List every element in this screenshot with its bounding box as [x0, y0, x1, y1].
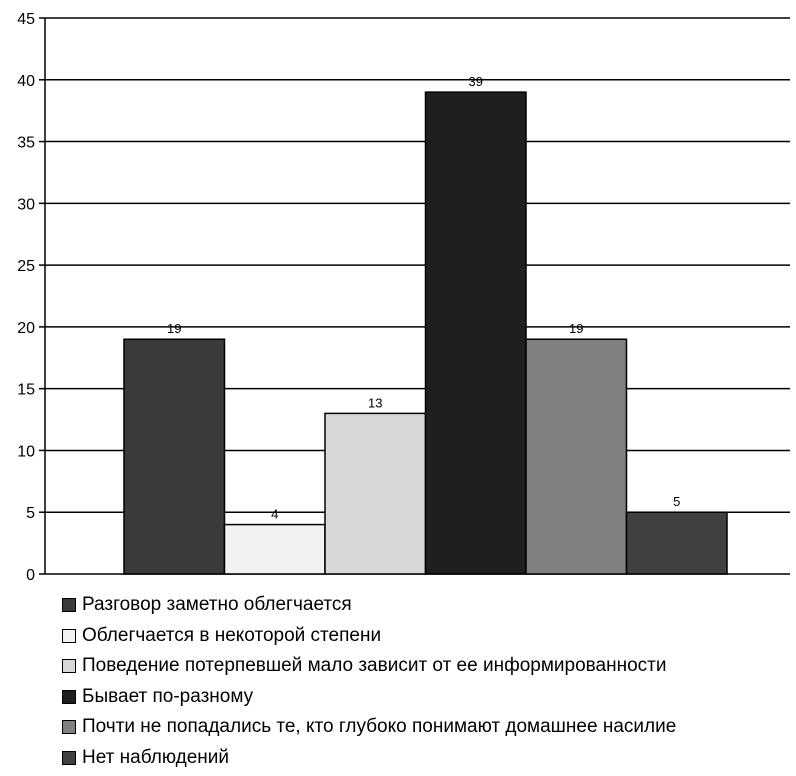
legend-label: Почти не попадались те, кто глубоко пони…	[82, 716, 677, 738]
y-tick-label: 20	[17, 320, 35, 337]
legend-swatch	[62, 659, 76, 674]
data-labels: 19 4 13 39 19 5	[167, 74, 680, 521]
bar-chart: 19 4 13 39 19 5 0 5 10 15 20 25 30 35 40 45	[17, 11, 790, 580]
bar-3	[324, 412, 427, 575]
y-tick-label: 25	[17, 258, 35, 275]
bars	[123, 91, 728, 575]
y-tick-labels: 0 5 10 15 20 25 30 35 40 45	[17, 11, 35, 580]
legend-item-5: Почти не попадались те, кто глубоко пони…	[62, 712, 792, 743]
bar-6	[625, 511, 728, 575]
y-tick-label: 15	[17, 382, 35, 399]
bar-4	[424, 91, 527, 575]
legend-item-4: Бывает по-разному	[62, 682, 792, 713]
legend-swatch	[62, 720, 76, 735]
y-tick-label: 45	[17, 11, 35, 28]
data-label-4: 39	[469, 74, 483, 89]
data-label-6: 5	[673, 494, 680, 509]
bar-5	[525, 338, 628, 575]
legend-item-3: Поведение потерпевшей мало зависит от ее…	[62, 651, 792, 682]
y-tick-label: 35	[17, 135, 35, 152]
bar-1	[123, 338, 226, 575]
legend-label: Разговор заметно облегчается	[82, 594, 352, 616]
legend-label: Поведение потерпевшей мало зависит от ее…	[82, 655, 667, 677]
y-tick-label: 10	[17, 443, 35, 460]
legend-item-2: Облегчается в некоторой степени	[62, 621, 792, 652]
y-tick-label: 40	[17, 73, 35, 90]
data-label-5: 19	[569, 321, 583, 336]
legend-item-6: Нет наблюдений	[62, 743, 792, 774]
bar-2	[223, 523, 326, 575]
legend-label: Бывает по-разному	[82, 685, 254, 707]
legend: Разговор заметно облегчается Облегчается …	[62, 590, 792, 773]
data-label-3: 13	[368, 395, 382, 410]
data-label-1: 19	[167, 321, 181, 336]
legend-swatch	[62, 689, 76, 704]
legend-swatch	[62, 628, 76, 643]
legend-item-1: Разговор заметно облегчается	[62, 590, 792, 621]
legend-swatch	[62, 750, 76, 765]
y-tick-label: 0	[26, 567, 35, 580]
y-tick-label: 5	[26, 505, 35, 522]
data-label-2: 4	[271, 507, 278, 522]
y-tick-label: 30	[17, 196, 35, 213]
legend-label: Нет наблюдений	[82, 746, 230, 768]
legend-label: Облегчается в некоторой степени	[82, 624, 382, 646]
legend-swatch	[62, 598, 76, 613]
